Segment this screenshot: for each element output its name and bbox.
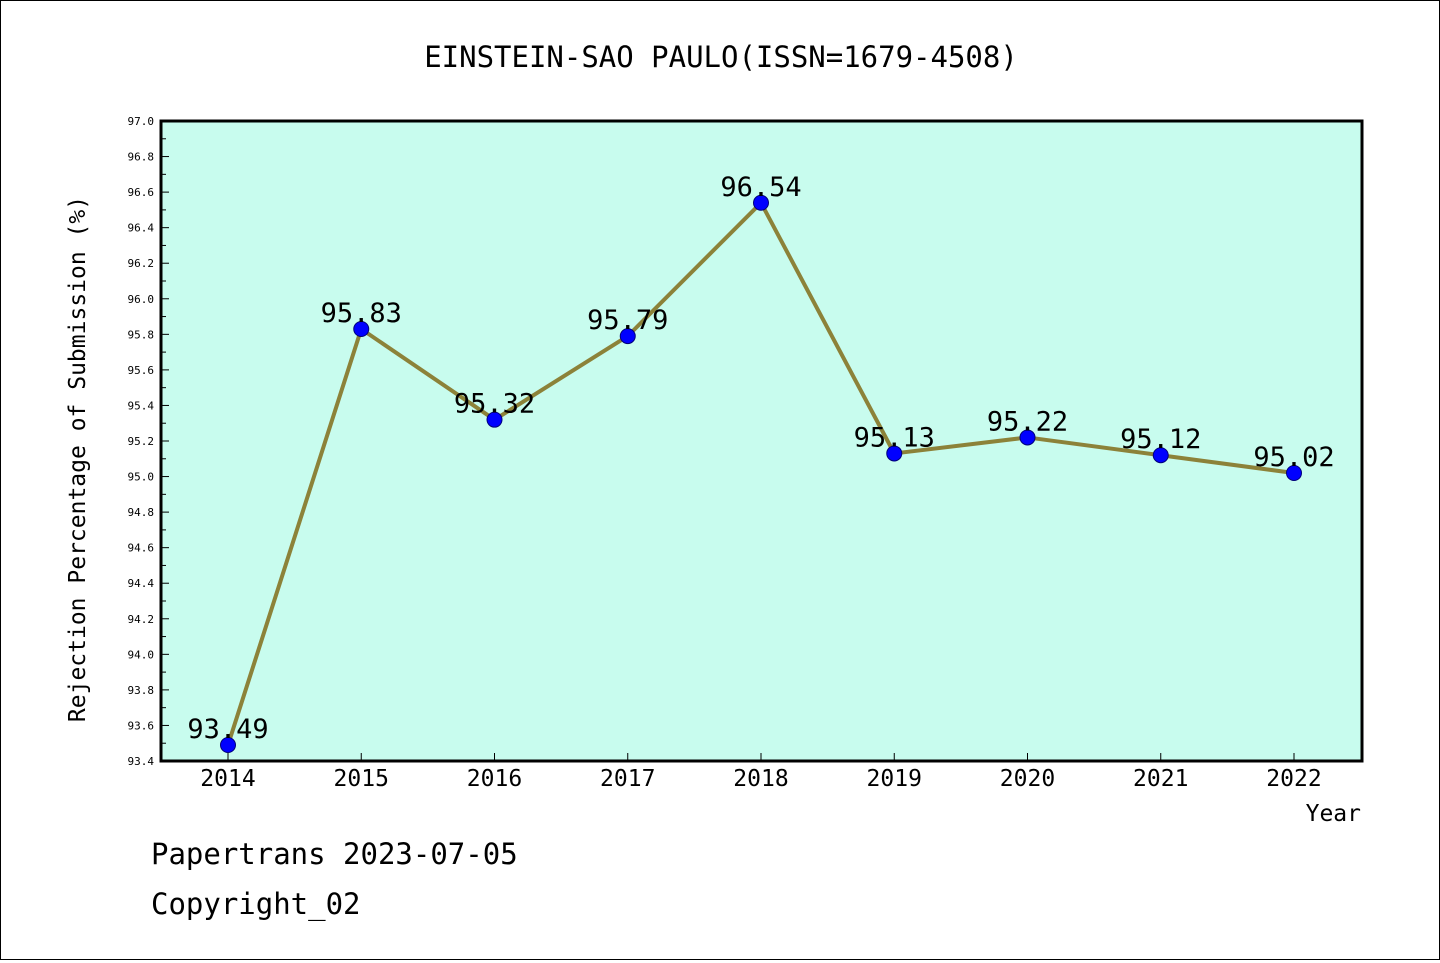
y-tick-label: 94.4 <box>128 577 155 590</box>
data-point <box>1152 447 1169 464</box>
data-label-layer: 93.49 95.83 95.32 95.79 96.54 95.13 95.22 95.12… <box>187 172 1334 745</box>
y-tick-label: 94.2 <box>128 613 155 626</box>
x-tick-label: 2022 <box>1266 766 1321 792</box>
x-tick-label: 2019 <box>867 766 922 792</box>
x-tick-label: 2015 <box>334 766 389 792</box>
x-axis-label: Year <box>1306 801 1361 827</box>
y-axis: 93.4 93.6 93.8 94.0 94.2 94.4 94.6 94.8 95.0 95.2… <box>128 115 169 768</box>
y-tick-label: 95.8 <box>128 328 155 341</box>
data-label: 96.54 <box>720 172 801 203</box>
data-label: 95.12 <box>1120 424 1201 455</box>
data-label: 93.49 <box>187 714 268 745</box>
x-tick-label: 2014 <box>200 766 255 792</box>
y-tick-label: 96.2 <box>128 257 155 270</box>
y-tick-label: 96.0 <box>128 293 155 306</box>
x-axis: 2014 2015 2016 2017 2018 2019 2020 2021 2022 <box>200 753 1322 792</box>
data-point <box>886 445 903 462</box>
y-tick-label: 95.0 <box>128 471 155 484</box>
data-point <box>753 194 769 211</box>
data-point <box>353 321 370 337</box>
data-label: 95.79 <box>587 305 668 336</box>
y-tick-label: 96.6 <box>128 186 155 199</box>
x-tick-label: 2017 <box>600 766 655 792</box>
y-tick-label: 96.4 <box>128 222 155 235</box>
y-tick-label: 93.8 <box>128 684 155 697</box>
marker-layer <box>220 194 1302 753</box>
y-tick-label: 95.4 <box>128 399 155 412</box>
y-tick-label: 94.0 <box>128 648 155 661</box>
y-tick-label: 94.6 <box>128 542 155 555</box>
y-axis-label: Rejection Percentage of Submission (%) <box>65 196 91 722</box>
data-label: 95.32 <box>454 389 535 420</box>
data-label: 95.22 <box>987 406 1068 437</box>
y-tick-label: 95.6 <box>128 364 155 377</box>
plot-area <box>161 121 1362 761</box>
data-label: 95.02 <box>1253 442 1334 473</box>
data-label: 95.83 <box>321 298 402 329</box>
x-tick-label: 2020 <box>1000 766 1055 792</box>
data-point <box>619 328 636 345</box>
footer-text-copyright: Copyright_02 <box>151 887 361 922</box>
y-tick-label: 97.0 <box>128 115 155 128</box>
footer-text-date: Papertrans 2023-07-05 <box>151 837 518 871</box>
plot-border <box>159 119 1364 763</box>
x-tick-label: 2016 <box>467 766 522 792</box>
data-point <box>220 737 236 753</box>
y-tick-label: 94.8 <box>128 506 155 519</box>
y-tick-label: 95.2 <box>128 435 155 448</box>
data-point <box>1286 465 1302 481</box>
x-tick-label: 2021 <box>1133 766 1188 792</box>
y-tick-label: 96.8 <box>128 151 155 164</box>
chart-title: EINSTEIN-SAO PAULO(ISSN=1679-4508) <box>424 40 1018 74</box>
x-tick-label: 2018 <box>733 766 788 792</box>
y-tick-label: 93.6 <box>128 719 155 732</box>
data-label: 95.13 <box>854 422 935 453</box>
data-point <box>1019 429 1036 446</box>
data-point <box>486 411 503 428</box>
y-tick-label: 93.4 <box>128 755 155 768</box>
